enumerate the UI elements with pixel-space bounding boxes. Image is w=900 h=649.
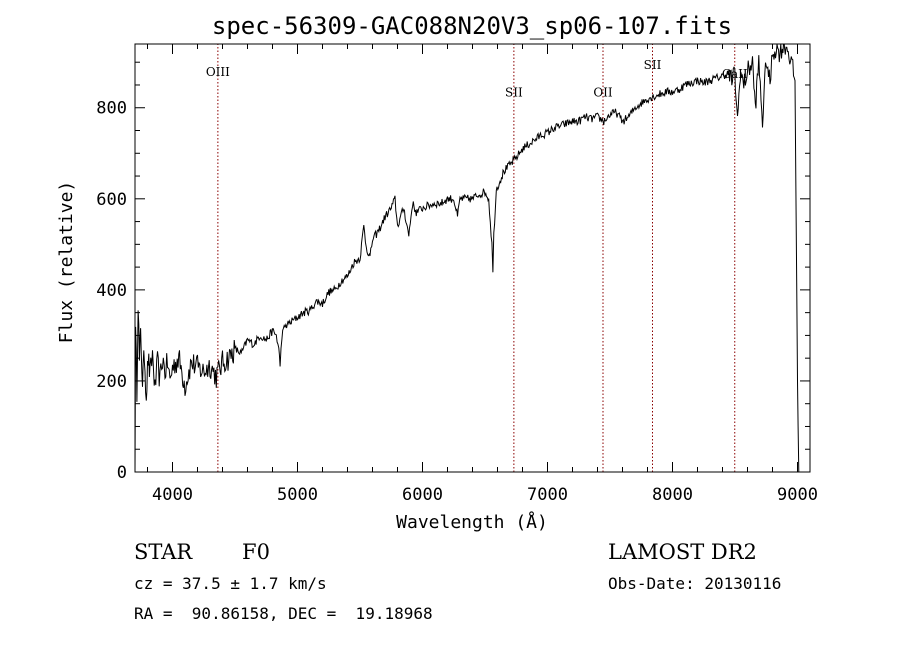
spectral-line-label: OIII <box>206 65 230 79</box>
x-tick-label: 4000 <box>152 485 193 505</box>
y-tick-label: 400 <box>96 281 127 301</box>
spectral-line-label: SII <box>644 58 662 72</box>
chart-title: spec-56309-GAC088N20V3_sp06-107.fits <box>212 12 732 40</box>
survey-name: LAMOST DR2 <box>608 540 757 564</box>
x-axis-label: Wavelength (Å) <box>396 511 548 533</box>
coordinates: RA = 90.86158, DEC = 19.18968 <box>134 604 433 623</box>
y-tick-label: 200 <box>96 372 127 392</box>
object-class: STAR <box>134 540 193 564</box>
spectrum-series-line <box>135 44 800 472</box>
object-subclass: F0 <box>242 540 270 564</box>
spectral-line-label: SII <box>505 85 523 99</box>
x-tick-label: 7000 <box>527 485 568 505</box>
x-tick-label: 8000 <box>652 485 693 505</box>
x-tick-label: 6000 <box>402 485 443 505</box>
y-tick-label: 600 <box>96 190 127 210</box>
y-tick-label: 0 <box>117 463 127 483</box>
redshift-cz: cz = 37.5 ± 1.7 km/s <box>134 574 327 593</box>
x-tick-label: 5000 <box>277 485 318 505</box>
plot-frame <box>134 43 811 473</box>
x-tick-label: 9000 <box>777 485 818 505</box>
spectral-line-label: OII <box>593 85 613 99</box>
y-axis-label: Flux (relative) <box>56 181 77 344</box>
y-tick-label: 800 <box>96 99 127 119</box>
observation-date: Obs-Date: 20130116 <box>608 574 782 593</box>
